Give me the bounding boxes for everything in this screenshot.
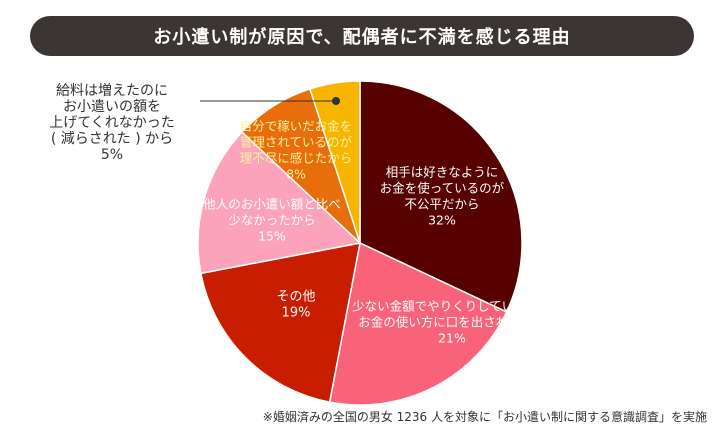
slice-label-line: 少ない金額でやりくりしているのに xyxy=(352,298,552,313)
slice-label-line: 上げてくれなかった xyxy=(49,115,175,131)
slice-label-5: 自分で稼いだお金を管理されているのが理不尽に感じたから 8% xyxy=(240,118,353,181)
slice-value-5: 8% xyxy=(286,166,306,181)
slice-label-6: 給料は増えたのにお小遣いの額を上げてくれなかった( 減らされた ) から 5% xyxy=(49,83,175,163)
slice-label-line: 相手は好きなように xyxy=(386,164,499,179)
slice-label-line: お小遣いの額を xyxy=(63,99,161,115)
pie-slice-6 xyxy=(308,80,361,244)
slice-value-4: 15% xyxy=(258,228,286,243)
slice-value-6: 5% xyxy=(101,147,123,163)
slice-label-3: その他 19% xyxy=(276,290,315,321)
pie-slice-1 xyxy=(359,80,523,313)
slice-label-line: 不公平だから xyxy=(404,196,479,211)
slice-value-1: 32% xyxy=(428,212,456,227)
chart-title: お小遣い制が原因で、配偶者に不満を感じる理由 xyxy=(30,16,694,56)
slice-label-line: 自分で稼いだお金を xyxy=(240,118,353,133)
pie-slices xyxy=(197,80,523,406)
pie-slice-3 xyxy=(199,242,361,404)
slice-label-line: その他 xyxy=(276,290,315,305)
slice-label-line: お金を使っているのが xyxy=(380,180,505,195)
slice-label-line: 他人のお小遣い額と比べ xyxy=(203,196,341,211)
slice-label-2: 少ない金額でやりくりしているのにお金の使い方に口を出されたから 21% xyxy=(352,298,552,345)
slice-label-line: お金の使い方に口を出されたから xyxy=(358,314,546,329)
slice-value-3: 19% xyxy=(282,306,311,321)
slice-label-line: 給料は増えたのに xyxy=(56,83,168,99)
pie-slice-2 xyxy=(328,241,508,406)
slice-label-line: ( 減らされた ) から xyxy=(51,130,173,147)
slice-label-4: 他人のお小遣い額と比べ少なかったから 15% xyxy=(203,196,341,243)
slice-label-line: 理不尽に感じたから xyxy=(240,150,353,165)
slice-label-1: 相手は好きなようにお金を使っているのが不公平だから 32% xyxy=(380,164,505,227)
slice-value-2: 21% xyxy=(438,330,466,345)
pie-labels: 相手は好きなようにお金を使っているのが不公平だから 32% 少ない金額でやりくりして… xyxy=(49,83,552,345)
footnote: ※婚姻済みの全国の男女 1236 人を対象に「お小遣い制に関する意識調査」を実施 xyxy=(262,410,707,424)
slice-label-line: 管理されているのが xyxy=(240,134,353,149)
slice-label-line: 少なかったから xyxy=(228,212,316,227)
leader-dot xyxy=(332,97,340,105)
pie-slice-4 xyxy=(197,131,362,275)
